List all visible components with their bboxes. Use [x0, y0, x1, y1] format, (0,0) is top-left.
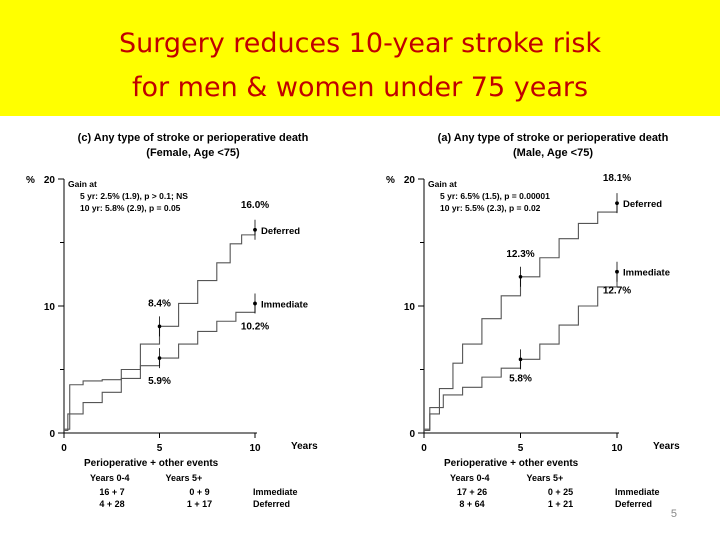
panel2-events-row-label: Deferred	[615, 499, 652, 509]
panel1-events-col2-header: Years 5+	[166, 473, 203, 483]
panel1-chart-title: (c) Any type of stroke or perioperative …	[78, 132, 309, 144]
panel1-gain-line-2: 10 yr: 5.8% (2.9), p = 0.05	[80, 203, 181, 213]
panel1-events-heading: Perioperative + other events	[84, 458, 219, 469]
panel2-events-col1-header: Years 0-4	[450, 473, 490, 483]
panel2-x-tick-label: 0	[421, 443, 427, 454]
panel2-series-immediate-label: Immediate	[623, 268, 670, 279]
panel1-x-tick-label: 10	[249, 443, 261, 454]
panel1-data-point	[157, 324, 162, 329]
panel1-data-point	[157, 356, 162, 360]
panel2-point-label: 18.1%	[603, 173, 631, 184]
panel1-events-row-label: Immediate	[253, 487, 298, 497]
panel2-point-label: 12.3%	[506, 249, 534, 260]
panel1-chart-subtitle: (Female, Age <75)	[146, 147, 240, 159]
panel1-y-axis-label: %	[26, 175, 35, 186]
page-number: 5	[670, 508, 677, 520]
panel1-data-point	[253, 228, 257, 232]
panel2-x-tick-label: 5	[518, 443, 524, 454]
panel1-events-row-label: Deferred	[253, 499, 290, 509]
panel2-data-point	[615, 269, 619, 274]
panel2-point-label: 12.7%	[603, 286, 631, 297]
panel2-chart-subtitle: (Male, Age <75)	[513, 147, 593, 159]
panel1-events-row-col2: 0 + 9	[189, 487, 209, 497]
panel2-chart-title: (a) Any type of stroke or perioperative …	[438, 132, 669, 144]
panel1-events-row-col1: 4 + 28	[99, 499, 124, 509]
panel2-events-row-col1: 8 + 64	[459, 499, 484, 509]
panel2-gain-heading: Gain at	[428, 179, 457, 189]
panel2-y-tick-label: 10	[404, 302, 416, 313]
title-band	[0, 0, 720, 116]
panel1-series-deferred-label: Deferred	[261, 226, 300, 237]
charts-area: (c) Any type of stroke or perioperative …	[26, 132, 680, 509]
panel1-gain-heading: Gain at	[68, 179, 97, 189]
panel1-point-label: 5.9%	[148, 376, 171, 387]
panel2-events-col2-header: Years 5+	[527, 473, 564, 483]
panel2-point-label: 5.8%	[509, 373, 532, 384]
panel2-events-heading: Perioperative + other events	[444, 458, 579, 469]
panel1-events-row-col1: 16 + 7	[99, 487, 124, 497]
slide-title-line-2: for men & women under 75 years	[131, 72, 589, 103]
panel2-series-deferred-label: Deferred	[623, 199, 662, 210]
panel2-gain-line-2: 10 yr: 5.5% (2.3), p = 0.02	[440, 203, 541, 213]
panel1-data-point	[253, 301, 257, 306]
panel2-y-axis-label: %	[386, 175, 395, 186]
panel2-events-row-col2: 0 + 25	[548, 487, 573, 497]
panel1-point-label: 10.2%	[241, 321, 269, 332]
panel2-data-point	[518, 274, 523, 279]
panel2-data-point	[518, 357, 523, 362]
panel1-series-immediate-label: Immediate	[261, 299, 308, 310]
panel1-events-col1-header: Years 0-4	[90, 473, 130, 483]
panel2-events-row-col1: 17 + 26	[457, 487, 487, 497]
panel2-events-row-label: Immediate	[615, 487, 660, 497]
slide-title-line-1: Surgery reduces 10-year stroke risk	[118, 28, 602, 59]
panel2-events-row-col2: 1 + 21	[548, 499, 573, 509]
panel1-y-tick-label: 20	[44, 175, 56, 186]
panel2-x-tick-label: 10	[611, 443, 623, 454]
panel1-x-tick-label: 5	[157, 443, 163, 454]
panel2-series-deferred-line	[424, 203, 618, 432]
panel2-data-point	[615, 201, 619, 205]
panel2-gain-line-1: 5 yr: 6.5% (1.5), p = 0.00001	[440, 191, 550, 201]
panel2-y-tick-label: 0	[409, 429, 415, 440]
panel1-x-axis-label: Years	[291, 441, 318, 452]
panel2-x-axis-label: Years	[653, 441, 680, 452]
panel1-x-tick-label: 0	[61, 443, 67, 454]
panel1-y-tick-label: 10	[44, 302, 56, 313]
panel1-gain-line-1: 5 yr: 2.5% (1.9), p > 0.1; NS	[80, 191, 188, 201]
panel1-events-row-col2: 1 + 17	[187, 499, 212, 509]
panel1-point-label: 8.4%	[148, 298, 171, 309]
panel2-y-tick-label: 20	[404, 175, 416, 186]
panel1-y-tick-label: 0	[49, 429, 55, 440]
panel1-point-label: 16.0%	[241, 200, 269, 211]
